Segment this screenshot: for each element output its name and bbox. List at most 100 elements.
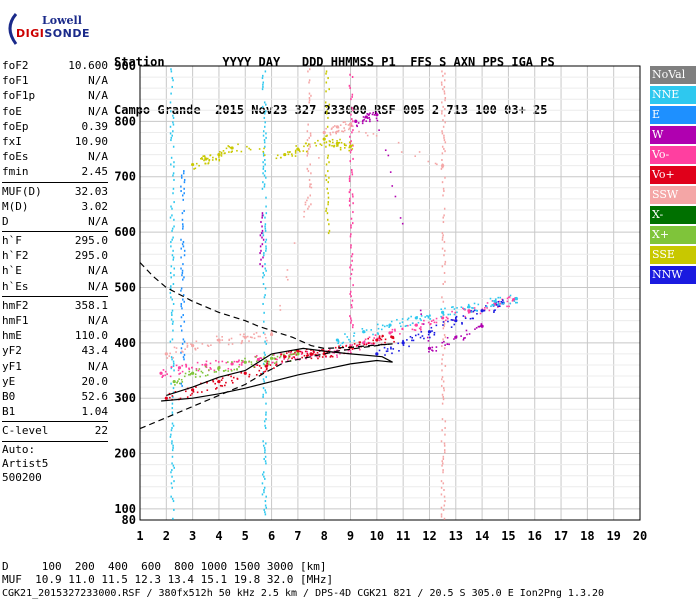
- echo-streak-mark: [265, 205, 267, 208]
- echo-cloud-mark: [451, 310, 453, 313]
- echo-cloud-mark: [238, 359, 240, 362]
- echo-cloud-mark: [190, 343, 192, 346]
- echo-cloud-mark: [429, 330, 432, 333]
- echo-cloud-mark: [215, 157, 217, 160]
- echo-cloud-mark: [456, 311, 458, 314]
- echo-cloud-mark: [443, 340, 445, 343]
- echo-cloud-mark: [290, 153, 293, 155]
- echo-streak-mark: [350, 255, 353, 258]
- echo-streak-mark: [441, 101, 443, 104]
- echo-streak-mark: [264, 511, 266, 514]
- echo-cloud-mark: [348, 128, 350, 131]
- echo-cloud-mark: [227, 361, 229, 363]
- echo-streak-mark: [265, 418, 267, 421]
- echo-cloud-mark: [221, 339, 224, 341]
- echo-cloud-mark: [444, 344, 446, 346]
- param-value: N/A: [88, 214, 108, 228]
- echo-streak-mark: [326, 187, 328, 190]
- echo-streak-mark: [442, 327, 445, 330]
- param-row: hmF1 N/A: [2, 313, 108, 328]
- echo-cloud-mark: [498, 300, 500, 303]
- echo-cloud-mark: [375, 111, 378, 114]
- echo-cloud-mark: [461, 323, 463, 325]
- echo-streak-mark: [263, 491, 265, 494]
- echo-cloud-mark: [460, 335, 462, 337]
- legend-item: SSW: [650, 186, 696, 204]
- echo-point: [256, 357, 261, 362]
- echo-streak-mark: [262, 471, 265, 474]
- echo-cloud-mark: [406, 318, 409, 321]
- echo-cloud-mark: [397, 141, 400, 144]
- echo-cloud-mark: [305, 142, 307, 145]
- muf-line: MUF 10.9 11.0 11.5 12.3 13.4 15.1 19.8 3…: [2, 573, 334, 586]
- echo-cloud-mark: [491, 304, 494, 306]
- echo-cloud-mark: [365, 120, 368, 122]
- echo-cloud-mark: [361, 328, 364, 330]
- echo-cloud-mark: [175, 351, 177, 353]
- param-row: foE N/A: [2, 104, 108, 119]
- echo-cloud-mark: [337, 129, 340, 132]
- echo-streak-mark: [352, 157, 354, 160]
- echo-cloud-mark: [293, 353, 295, 355]
- echo-streak-mark: [261, 473, 264, 476]
- echo-streak-mark: [183, 320, 186, 323]
- echo-cloud-mark: [407, 317, 410, 320]
- echo-streak-mark: [171, 442, 173, 445]
- echo-streak-mark: [442, 300, 445, 303]
- x-tick-label: 14: [475, 529, 489, 543]
- echo-cloud-mark: [281, 360, 283, 363]
- echo-cloud-mark: [318, 157, 320, 159]
- model-profile-dashed-curve: [139, 343, 391, 430]
- echo-cloud-mark: [353, 335, 355, 337]
- echo-cloud-mark: [279, 355, 282, 358]
- echo-cloud-mark: [325, 135, 327, 137]
- echo-cloud-mark: [421, 335, 424, 337]
- echo-streak-mark: [170, 429, 173, 432]
- echo-streak-mark: [170, 156, 173, 159]
- echo-cloud-mark: [454, 311, 457, 314]
- echo-cloud-mark: [273, 354, 275, 356]
- param-key: foE: [2, 104, 22, 118]
- echo-streak-mark: [328, 223, 330, 226]
- echo-cloud-mark: [300, 353, 303, 355]
- echo-streak-mark: [441, 130, 443, 133]
- echo-cloud-mark: [296, 357, 299, 360]
- echo-streak-mark: [440, 506, 443, 509]
- echo-streak-mark: [309, 134, 312, 137]
- echo-streak-mark: [351, 299, 354, 302]
- echo-cloud-mark: [306, 199, 308, 202]
- echo-cloud-mark: [178, 378, 180, 380]
- echo-cloud-mark: [240, 342, 243, 345]
- echo-cloud-mark: [381, 334, 384, 337]
- echo-cloud-mark: [310, 186, 313, 189]
- echo-cloud-mark: [220, 151, 223, 154]
- param-value: N/A: [88, 314, 108, 327]
- echo-streak-mark: [262, 134, 265, 137]
- echo-cloud-mark: [442, 314, 445, 316]
- echo-cloud-mark: [257, 335, 260, 338]
- echo-cloud-mark: [286, 269, 289, 271]
- echo-streak-mark: [172, 256, 175, 259]
- echo-streak-mark: [171, 229, 173, 232]
- echo-cloud-mark: [445, 316, 448, 319]
- echo-cloud-mark: [329, 348, 331, 351]
- echo-streak-mark: [264, 477, 266, 480]
- echo-cloud-mark: [433, 331, 436, 334]
- echo-streak-mark: [180, 256, 182, 259]
- echo-cloud-mark: [243, 333, 245, 336]
- echo-cloud-mark: [209, 362, 212, 365]
- echo-streak-mark: [171, 455, 174, 458]
- echo-streak-mark: [352, 324, 354, 327]
- echo-cloud-mark: [397, 342, 399, 345]
- echo-cloud-mark: [263, 371, 265, 373]
- echo-cloud-mark: [259, 335, 261, 338]
- param-key: B1: [2, 405, 16, 419]
- echo-cloud-mark: [468, 333, 471, 335]
- echo-cloud-mark: [408, 345, 410, 348]
- x-tick-label: 1: [136, 529, 143, 543]
- echo-streak-mark: [327, 232, 330, 235]
- echo-cloud-mark: [276, 154, 279, 157]
- echo-cloud-mark: [317, 357, 319, 360]
- echo-cloud-mark: [217, 361, 220, 363]
- echo-cloud-mark: [379, 337, 382, 340]
